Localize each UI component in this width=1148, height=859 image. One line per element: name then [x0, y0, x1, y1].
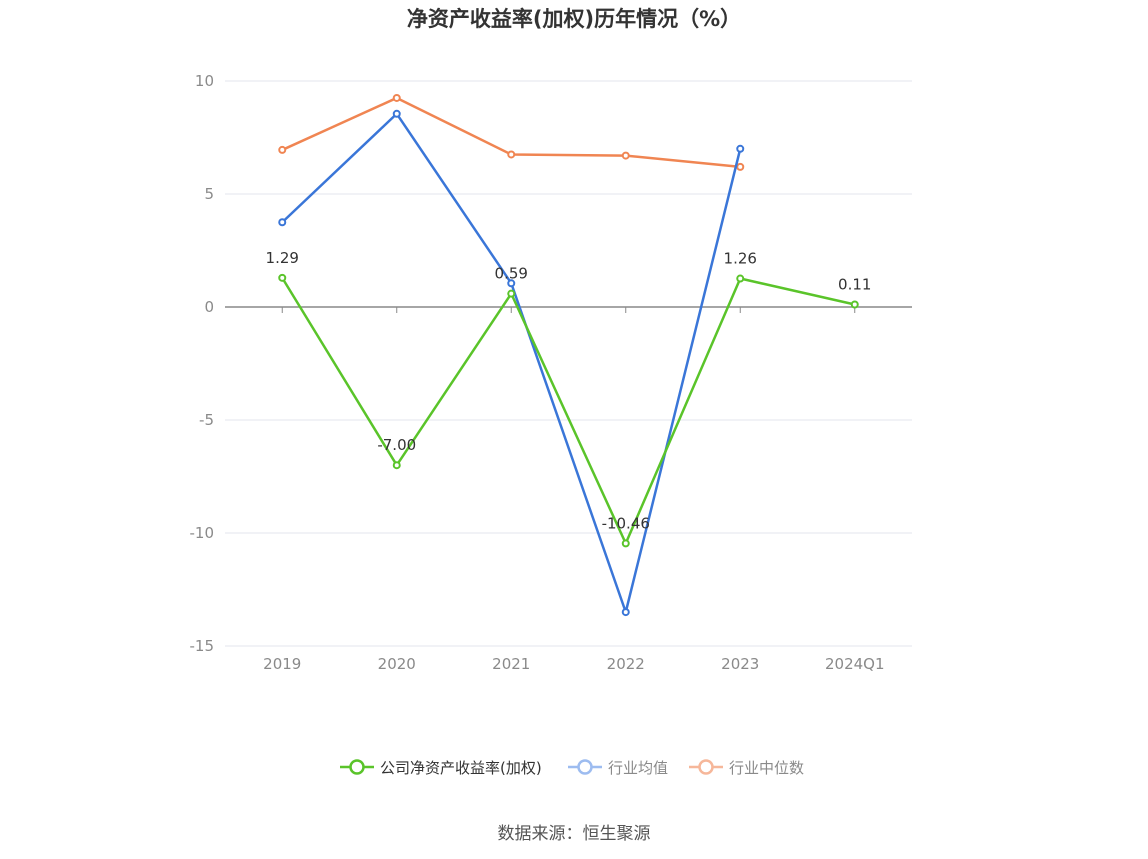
data-label: -7.00: [377, 436, 416, 454]
series-line: [281, 277, 856, 545]
data-point[interactable]: [736, 274, 745, 283]
x-tick-label: 2023: [721, 655, 759, 673]
x-tick-label: 2022: [607, 655, 645, 673]
data-point[interactable]: [736, 162, 745, 171]
data-label: 1.26: [724, 250, 757, 268]
x-tick-label: 2019: [263, 655, 301, 673]
data-point[interactable]: [392, 461, 401, 470]
data-point[interactable]: [392, 93, 401, 102]
data-point[interactable]: [278, 273, 287, 282]
legend-marker-icon: [577, 759, 593, 775]
data-labels: 1.29 -7.00 0.59 -10.46 1.26 0.11: [266, 249, 872, 533]
y-tick-label: 5: [204, 185, 214, 203]
data-label: 0.11: [838, 276, 871, 294]
series-group: [278, 93, 859, 617]
series-0: [278, 273, 859, 548]
y-axis: 10 5 0 -5 -10 -15: [190, 72, 215, 655]
y-tick-label: -15: [190, 637, 215, 655]
legend-item-0[interactable]: 公司净资产收益率(加权): [340, 759, 542, 777]
data-label: 1.29: [266, 249, 299, 267]
legend-label: 行业均值: [608, 759, 668, 777]
x-tick-label: 2020: [378, 655, 416, 673]
x-axis: 2019 2020 2021 2022 2023 2024Q1: [263, 307, 885, 673]
series-line: [281, 112, 742, 614]
legend-marker-icon: [349, 759, 365, 775]
data-point[interactable]: [507, 279, 516, 288]
data-point[interactable]: [621, 539, 630, 548]
series-2: [278, 93, 745, 171]
data-point[interactable]: [621, 151, 630, 160]
data-point[interactable]: [850, 300, 859, 309]
data-point[interactable]: [621, 608, 630, 617]
legend-label: 行业中位数: [729, 759, 804, 777]
data-point[interactable]: [278, 145, 287, 154]
data-point[interactable]: [278, 218, 287, 227]
legend-item-2[interactable]: 行业中位数: [689, 759, 804, 777]
data-label: -10.46: [602, 514, 650, 532]
legend-marker-icon: [698, 759, 714, 775]
chart-title: 净资产收益率(加权)历年情况（%）: [407, 7, 741, 31]
legend-label: 公司净资产收益率(加权): [380, 759, 542, 777]
x-tick-label: 2024Q1: [825, 655, 885, 673]
x-tick-label: 2021: [492, 655, 530, 673]
series-1: [278, 109, 745, 617]
data-point[interactable]: [507, 150, 516, 159]
data-point[interactable]: [736, 144, 745, 153]
y-tick-label: -10: [190, 524, 215, 542]
y-tick-label: 0: [204, 298, 214, 316]
source-note: 数据来源：恒生聚源: [498, 824, 651, 844]
y-tick-label: 10: [195, 72, 214, 90]
legend-item-1[interactable]: 行业均值: [568, 759, 668, 777]
data-label: 0.59: [495, 265, 528, 283]
data-point[interactable]: [392, 109, 401, 118]
data-point[interactable]: [507, 289, 516, 298]
grid-lines: [225, 80, 912, 647]
y-tick-label: -5: [199, 411, 214, 429]
legend[interactable]: 公司净资产收益率(加权) 行业均值 行业中位数: [340, 759, 804, 777]
